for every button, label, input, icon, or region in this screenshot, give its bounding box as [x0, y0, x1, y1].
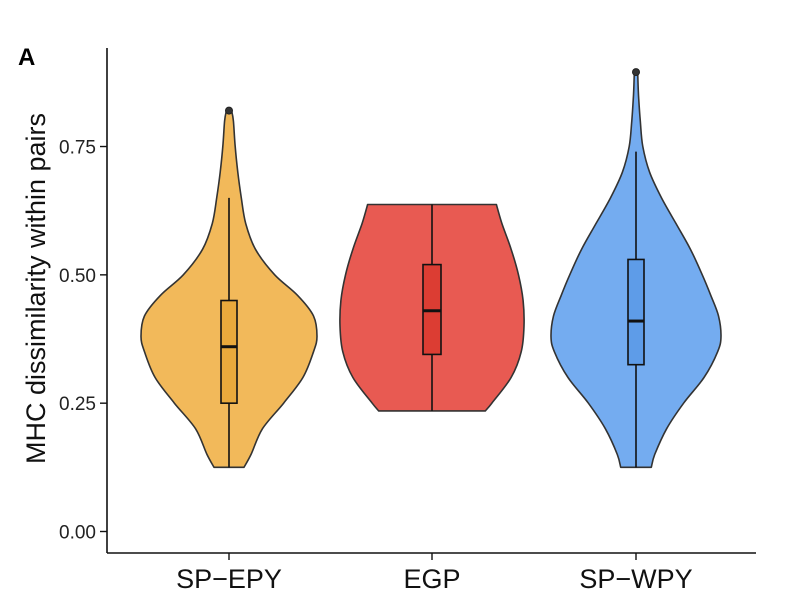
y-tick-label: 0.75	[59, 138, 96, 159]
violin-group	[550, 68, 722, 469]
iqr-box	[627, 258, 645, 366]
outlier-point	[225, 106, 233, 115]
x-tick-label: EGP	[403, 564, 460, 594]
x-tick-label: SP−EPY	[176, 564, 282, 594]
violins-layer	[140, 68, 722, 469]
y-axis-title: MHC dissimilarity within pairs	[21, 113, 51, 464]
y-axis-title-text: MHC dissimilarity within pairs	[21, 113, 51, 464]
y-tick-label: 0.50	[59, 266, 96, 287]
y-tick-label: 0.25	[59, 394, 96, 415]
x-tick-label: SP−WPY	[579, 564, 692, 594]
axes-layer: 0.00 0.25 0.50 0.75 SP−EPY EGP SP−WPY	[59, 48, 756, 594]
outlier-point	[632, 68, 640, 77]
panel-label: A	[18, 44, 36, 71]
violin-group	[140, 106, 318, 469]
violin-group	[339, 203, 525, 412]
iqr-box	[220, 299, 238, 404]
y-tick-label: 0.00	[59, 523, 96, 544]
